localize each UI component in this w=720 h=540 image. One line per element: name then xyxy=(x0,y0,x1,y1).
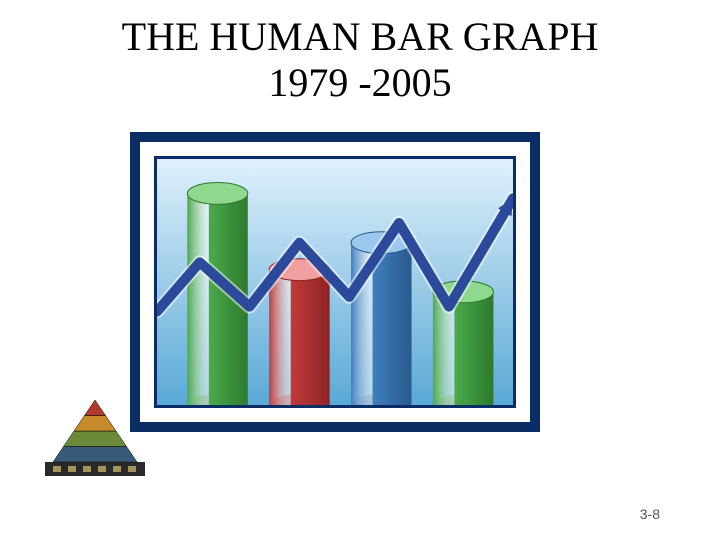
slide-title: THE HUMAN BAR GRAPH 1979 -2005 xyxy=(0,0,720,106)
chart-frame xyxy=(130,132,540,432)
pyramid-icon xyxy=(45,398,145,476)
page-number: 3-8 xyxy=(640,506,660,522)
title-line-1: THE HUMAN BAR GRAPH xyxy=(0,14,720,60)
chart-plot-area xyxy=(154,156,516,408)
slide: THE HUMAN BAR GRAPH 1979 -2005 3-8 xyxy=(0,0,720,540)
bar-line-chart-icon xyxy=(157,159,513,405)
title-line-2: 1979 -2005 xyxy=(0,60,720,106)
